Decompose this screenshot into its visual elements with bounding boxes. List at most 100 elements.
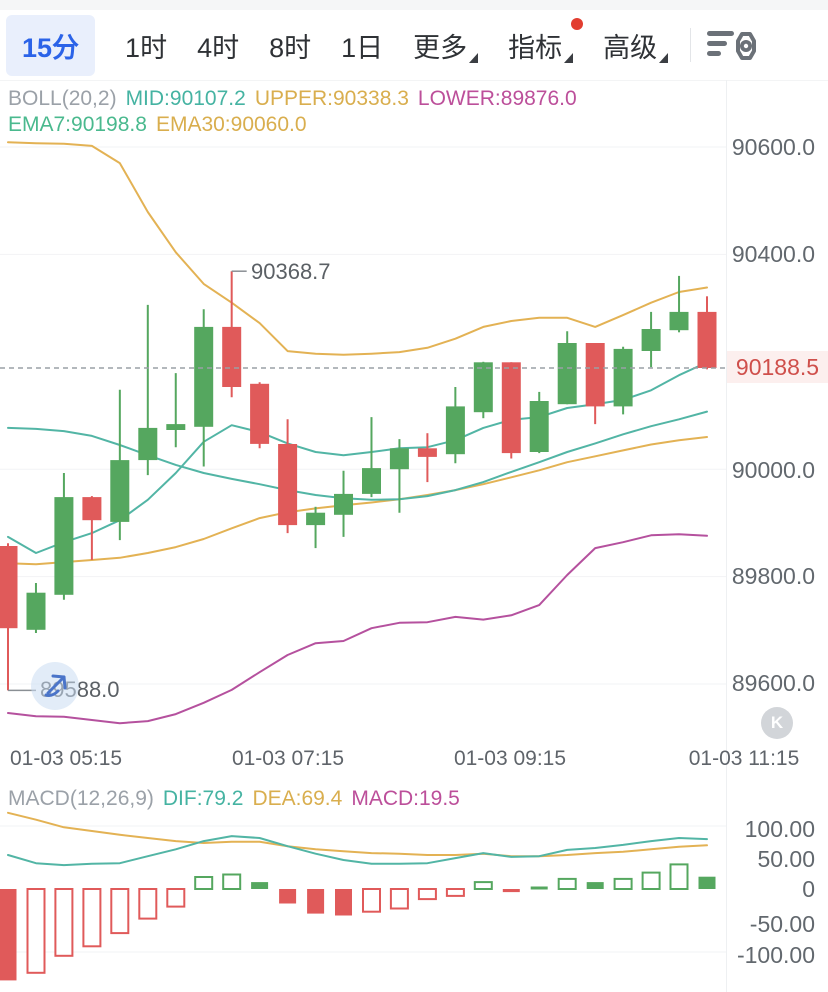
tab-1day[interactable]: 1日 <box>341 32 384 63</box>
price-tick: 89600.0 <box>731 670 815 696</box>
price-tick: 90000.0 <box>731 457 815 483</box>
macd-hist-bar <box>502 889 520 893</box>
boll-name: BOLL(20,2) <box>8 87 117 110</box>
ema-legend: EMA7:90198.8 EMA30:90060.0 <box>8 113 316 137</box>
caret-down-icon <box>659 52 669 63</box>
candle-body <box>54 497 74 595</box>
price-tick: 90600.0 <box>731 134 815 160</box>
jump-to-latest-button[interactable] <box>31 662 79 710</box>
macd-hist-bar <box>138 888 158 920</box>
macd-dea-value: DEA:69.4 <box>252 787 343 810</box>
candle-body <box>0 546 18 629</box>
candle-body <box>334 493 353 515</box>
notification-dot <box>571 17 584 30</box>
macd-hist-bar <box>557 877 577 891</box>
x-axis-label: 01-03 11:15 <box>688 747 800 770</box>
menu-indicators[interactable]: 指标 <box>508 17 584 65</box>
x-axis-label: 01-03 09:15 <box>453 747 567 770</box>
candle-body <box>222 326 242 387</box>
macd-tick: -50.00 <box>749 911 815 937</box>
macd-hist-bar <box>222 873 242 890</box>
macd-hist-bar <box>26 888 46 974</box>
candle-body <box>362 468 381 494</box>
macd-hist-bar <box>362 888 381 913</box>
macd-hist-bar <box>417 888 437 901</box>
candle-body <box>250 383 270 444</box>
current-price-badge: 90188.5 <box>727 351 828 383</box>
platform-watermark: K <box>761 707 793 739</box>
macd-hist-bar <box>445 888 465 897</box>
menu-advanced-label: 高级 <box>603 32 658 63</box>
menu-more-label: 更多 <box>413 32 468 63</box>
tab-4hour[interactable]: 4时 <box>197 32 240 63</box>
x-axis-label: 01-03 05:15 <box>10 747 123 770</box>
ema30-value: EMA30:90060.0 <box>155 113 307 136</box>
candle-body <box>138 427 158 461</box>
macd-tick: 0 <box>802 876 815 902</box>
macd-dif-value: DIF:79.2 <box>162 787 244 810</box>
boll-upper-value: UPPER:90338.3 <box>254 87 409 110</box>
candle-body <box>26 592 46 630</box>
candle-body <box>613 348 633 407</box>
macd-hist-bar <box>251 882 269 889</box>
boll-lower-line <box>7 533 708 725</box>
macd-hist-bar <box>530 886 548 890</box>
macd-hist-bar <box>54 888 74 957</box>
candle-body <box>501 362 521 454</box>
candle-body <box>417 448 437 457</box>
boll-mid-value: MID:90107.2 <box>125 87 246 110</box>
candle-body <box>82 497 102 521</box>
candle-body <box>306 512 326 526</box>
menu-more[interactable]: 更多 <box>413 26 479 65</box>
macd-hist-bar <box>613 877 633 891</box>
macd-hist-bar <box>586 882 604 889</box>
macd-tick: -100.00 <box>736 942 815 968</box>
high-price-annotation: 90368.7 <box>251 259 331 284</box>
macd-hist-bar <box>110 888 130 935</box>
boll-lower-value: LOWER:89876.0 <box>417 87 577 110</box>
chart-settings-button[interactable] <box>705 24 757 66</box>
macd-hist-bar <box>473 881 493 890</box>
macd-hist-bar <box>698 876 716 889</box>
candle-body <box>166 424 186 430</box>
candle-body <box>557 343 577 405</box>
macd-hist-bar <box>166 888 186 908</box>
candle-body <box>641 329 661 351</box>
macd-hist-bar <box>0 889 17 981</box>
candle-body <box>585 343 605 407</box>
candle-body <box>697 311 717 368</box>
chart-settings-icon <box>707 31 757 60</box>
macd-dea-line <box>7 811 708 858</box>
candle-body <box>445 406 465 455</box>
menu-advanced[interactable]: 高级 <box>603 26 669 65</box>
boll-upper-line <box>7 141 708 356</box>
macd-tick: 100.00 <box>744 816 815 842</box>
price-tick: 90400.0 <box>731 241 815 267</box>
candle-body <box>389 448 409 470</box>
candle-body <box>278 444 298 526</box>
macd-name: MACD(12,26,9) <box>8 787 154 810</box>
caret-down-icon <box>564 52 574 63</box>
macd-hist-bar <box>82 888 102 948</box>
macd-hist-bar <box>307 889 325 914</box>
tab-1hour[interactable]: 1时 <box>125 32 168 63</box>
boll-legend: BOLL(20,2) MID:90107.2 UPPER:90338.3 LOWER:… <box>8 87 586 111</box>
macd-hist-bar <box>194 876 214 890</box>
tab-15min[interactable]: 15分 <box>6 14 96 76</box>
ema7-value: EMA7:90198.8 <box>8 113 147 136</box>
boll-mid-line <box>7 410 708 501</box>
toolbar-divider <box>690 28 692 62</box>
macd-hist-bar <box>335 889 352 916</box>
macd-hist-bar <box>389 888 409 910</box>
candle-body <box>194 326 214 427</box>
macd-dif-line <box>7 835 708 867</box>
tab-8hour[interactable]: 8时 <box>269 32 312 63</box>
menu-indicators-label: 指标 <box>508 32 563 63</box>
candle-body <box>669 311 689 331</box>
macd-hist-bar <box>669 863 689 891</box>
candle-body <box>529 401 549 452</box>
x-axis-label: 01-03 07:15 <box>231 747 345 770</box>
macd-hist-bar <box>641 871 661 890</box>
